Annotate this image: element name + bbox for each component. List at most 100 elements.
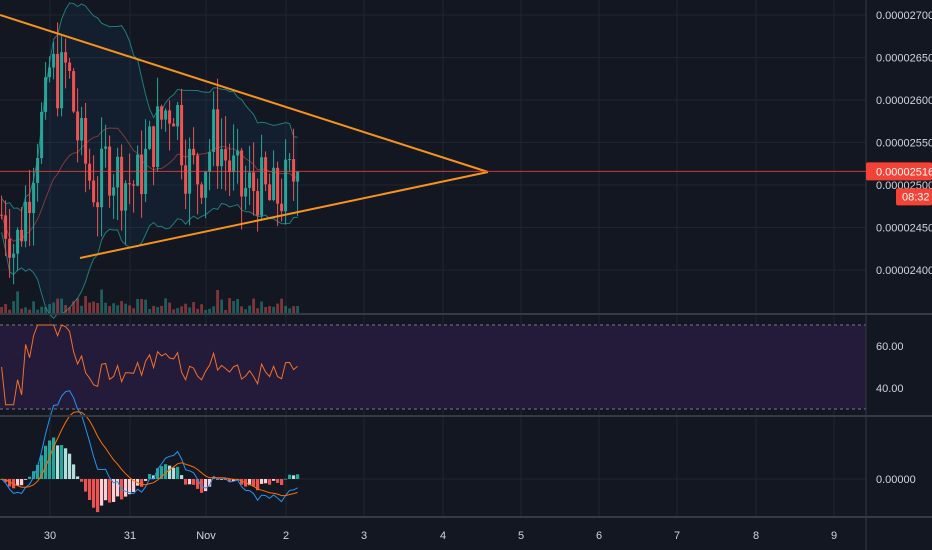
candle-52[interactable]: [208, 139, 212, 191]
candle-53[interactable]: [212, 91, 216, 167]
candle-54[interactable]: [216, 78, 220, 189]
price-axis[interactable]: 0.00002700 0.00002650 0.00002600 0.00002550…: [876, 10, 932, 486]
candlesticks[interactable]: [0, 22, 300, 285]
volume-bar-58: [232, 301, 235, 313]
candle-25[interactable]: [100, 117, 104, 237]
candle-9[interactable]: [36, 143, 40, 202]
candle-16[interactable]: [64, 38, 68, 89]
time-axis[interactable]: 30 31 Nov 2 3 4 5 6 7 8 9: [44, 530, 837, 542]
candle-73[interactable]: [292, 128, 296, 201]
candle-34[interactable]: [136, 145, 140, 187]
candle-41[interactable]: [164, 108, 168, 132]
candle-67[interactable]: [268, 173, 272, 201]
candle-68[interactable]: [272, 150, 276, 202]
rsi-line[interactable]: [1, 324, 298, 406]
triangle-pattern[interactable]: [0, 14, 489, 259]
candle-70[interactable]: [280, 178, 284, 222]
candle-39[interactable]: [156, 77, 160, 172]
candle-51[interactable]: [204, 170, 208, 219]
candle-46[interactable]: [184, 139, 188, 210]
candle-23[interactable]: [92, 155, 96, 207]
candle-28[interactable]: [112, 174, 116, 219]
candle-24[interactable]: [96, 176, 100, 237]
x-tick-label: 9: [831, 530, 837, 542]
candle-body: [132, 184, 136, 186]
candle-37[interactable]: [148, 120, 152, 151]
candle-5[interactable]: [20, 207, 24, 247]
candle-44[interactable]: [176, 102, 180, 141]
candle-29[interactable]: [116, 147, 120, 220]
candle-15[interactable]: [60, 36, 64, 117]
candle-74[interactable]: [296, 171, 300, 217]
candle-3[interactable]: [12, 244, 16, 285]
macd-pane[interactable]: [0, 390, 300, 513]
candle-59[interactable]: [236, 128, 240, 184]
candle-35[interactable]: [140, 130, 144, 218]
bollinger-lower: [1, 202, 298, 320]
candle-49[interactable]: [196, 152, 200, 215]
candle-65[interactable]: [260, 134, 264, 221]
candle-21[interactable]: [84, 103, 88, 193]
candle-18[interactable]: [72, 68, 76, 114]
candle-38[interactable]: [152, 125, 156, 186]
candle-8[interactable]: [32, 167, 36, 246]
candle-body: [48, 67, 52, 78]
candle-72[interactable]: [288, 153, 292, 172]
candle-50[interactable]: [200, 182, 204, 205]
candle-60[interactable]: [240, 147, 244, 230]
volume-bar-72: [288, 308, 291, 313]
candle-body: [196, 155, 200, 185]
volume-bar-30: [120, 301, 123, 313]
candle-body: [60, 52, 64, 109]
volume-bar-25: [100, 289, 103, 313]
candle-56[interactable]: [224, 116, 228, 191]
candle-63[interactable]: [252, 142, 256, 216]
candle-20[interactable]: [80, 106, 84, 156]
candle-7[interactable]: [28, 169, 32, 246]
candle-43[interactable]: [172, 118, 176, 127]
candle-45[interactable]: [180, 88, 184, 180]
candle-31[interactable]: [124, 180, 128, 245]
triangle-upper-line[interactable]: [0, 14, 489, 173]
candle-32[interactable]: [128, 153, 132, 205]
volume-bar-16: [64, 305, 67, 313]
candle-4[interactable]: [16, 227, 20, 271]
candle-body: [24, 201, 28, 242]
triangle-lower-line[interactable]: [79, 171, 489, 259]
candle-71[interactable]: [284, 139, 288, 225]
candle-57[interactable]: [228, 143, 232, 196]
candle-48[interactable]: [192, 127, 196, 165]
candle-12[interactable]: [48, 56, 52, 83]
candle-58[interactable]: [232, 124, 236, 191]
candle-55[interactable]: [220, 118, 224, 190]
candle-22[interactable]: [88, 148, 92, 190]
candle-body: [192, 148, 196, 156]
candle-61[interactable]: [244, 165, 248, 210]
candle-64[interactable]: [256, 178, 260, 232]
candle-6[interactable]: [24, 185, 28, 248]
candle-body: [80, 118, 84, 141]
candle-body: [152, 126, 156, 167]
candle-30[interactable]: [120, 144, 124, 231]
macd-line[interactable]: [1, 390, 298, 503]
macd-hist-bar-18: [72, 464, 76, 479]
candle-10[interactable]: [40, 102, 44, 164]
rsi-pane[interactable]: [0, 324, 866, 410]
signal-line[interactable]: [1, 411, 298, 497]
candle-42[interactable]: [168, 100, 172, 151]
candle-33[interactable]: [132, 180, 136, 213]
candle-11[interactable]: [44, 62, 48, 120]
candle-17[interactable]: [68, 58, 72, 79]
candle-2[interactable]: [8, 208, 12, 278]
candle-0[interactable]: [0, 195, 4, 220]
candle-13[interactable]: [52, 41, 56, 80]
candle-1[interactable]: [4, 200, 8, 256]
candle-26[interactable]: [104, 124, 108, 168]
candle-62[interactable]: [248, 145, 252, 205]
candle-40[interactable]: [160, 104, 164, 130]
candle-14[interactable]: [56, 22, 60, 117]
candle-19[interactable]: [76, 88, 80, 163]
macd-hist-bar-41: [164, 464, 168, 479]
